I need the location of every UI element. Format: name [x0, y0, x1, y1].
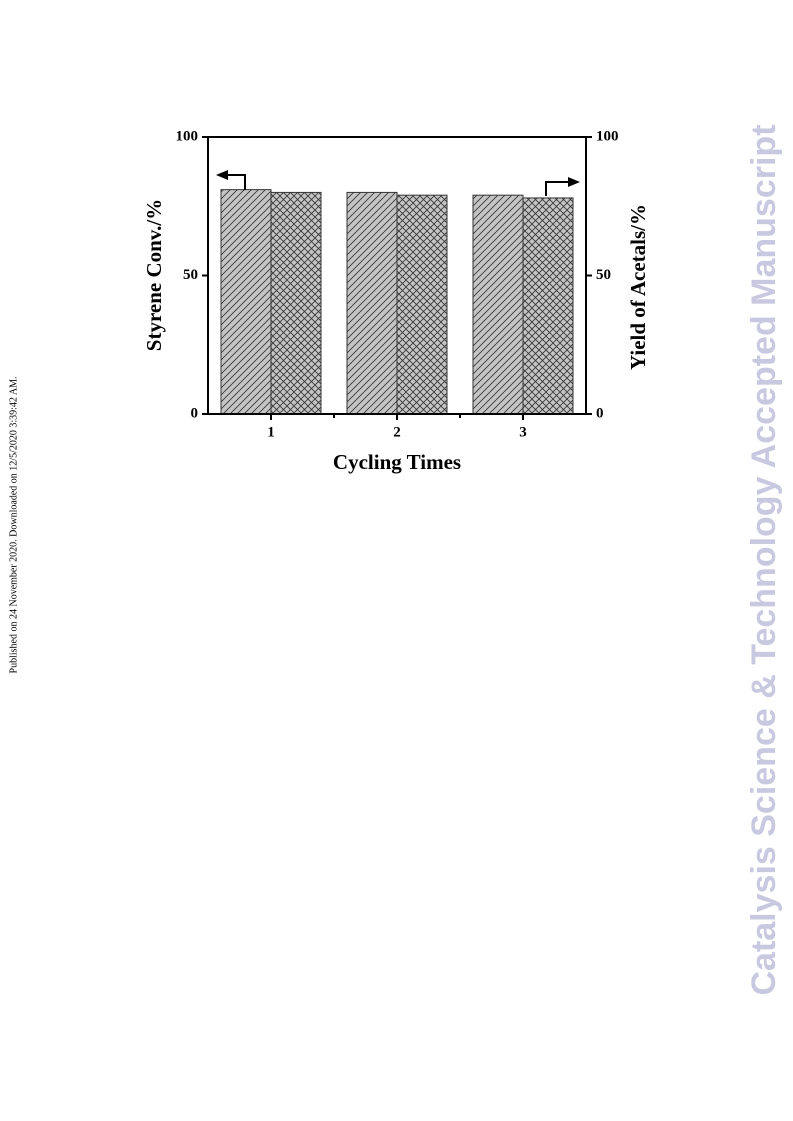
side-note: Published on 24 November 2020. Downloade…	[8, 377, 19, 674]
y2-tick-label: 50	[596, 267, 611, 283]
x-tick-label: 3	[519, 424, 527, 440]
y-tick-label: 100	[176, 128, 199, 144]
y-tick-label: 50	[183, 267, 198, 283]
x-tick-label: 2	[393, 424, 401, 440]
bar	[346, 191, 398, 415]
bar	[270, 191, 322, 415]
y2-tick-label: 100	[596, 128, 619, 144]
y-tick-label: 0	[191, 405, 199, 421]
bar	[472, 194, 524, 415]
watermark: Catalysis Science & Technology Accepted …	[745, 124, 783, 995]
arrow-head	[216, 170, 228, 180]
y2-axis-title: Yield of Acetals/%	[626, 204, 650, 370]
x-axis-title: Cycling Times	[333, 450, 461, 474]
arrow-head	[568, 177, 580, 187]
y-axis-title: Styrene Conv./%	[142, 199, 166, 351]
bar	[522, 197, 574, 415]
arrow-left	[226, 174, 246, 190]
x-tick-label: 1	[267, 424, 275, 440]
arrow-right	[545, 181, 570, 196]
bar	[220, 189, 272, 415]
bar	[396, 194, 448, 415]
plot: 0 50 100 0 50 100 1 2 3	[176, 128, 619, 440]
plot-frame	[207, 136, 587, 415]
annotation-arrows	[226, 174, 570, 196]
y2-tick-label: 0	[596, 405, 604, 421]
